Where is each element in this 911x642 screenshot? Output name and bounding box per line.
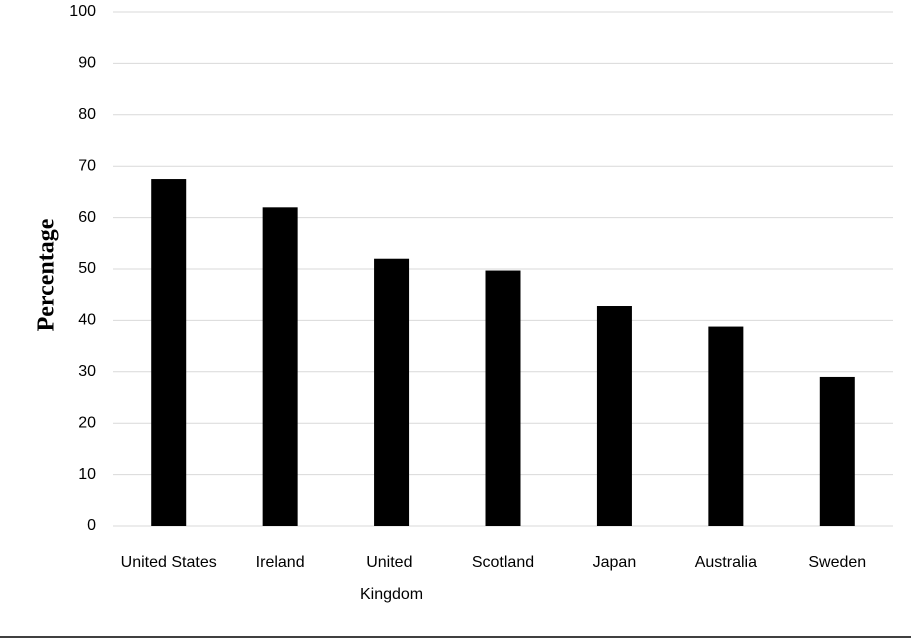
y-tick-label: 60 bbox=[78, 209, 96, 226]
x-tick-label: Ireland bbox=[256, 554, 305, 571]
x-tick-label: Scotland bbox=[472, 554, 534, 571]
bar bbox=[485, 270, 521, 526]
y-tick-label: 30 bbox=[78, 363, 96, 380]
y-axis-label: Percentage bbox=[34, 218, 60, 331]
bar bbox=[596, 306, 632, 526]
x-tick-label: United States bbox=[121, 554, 217, 571]
y-tick-label: 100 bbox=[69, 3, 96, 20]
bar bbox=[262, 207, 298, 526]
y-tick-label: 40 bbox=[78, 312, 96, 329]
x-tick-label: Australia bbox=[695, 554, 757, 571]
x-tick-label: Sweden bbox=[808, 554, 866, 571]
y-tick-label: 80 bbox=[78, 106, 96, 123]
y-tick-label: 50 bbox=[78, 260, 96, 277]
x-tick-label: Japan bbox=[593, 554, 637, 571]
y-tick-label: 10 bbox=[78, 466, 96, 483]
bar bbox=[708, 326, 744, 526]
y-tick-label: 90 bbox=[78, 55, 96, 72]
bar bbox=[819, 376, 855, 526]
y-tick-label: 20 bbox=[78, 414, 96, 431]
bar bbox=[151, 179, 187, 527]
y-tick-label: 70 bbox=[78, 157, 96, 174]
y-tick-label: 0 bbox=[87, 517, 96, 534]
bar bbox=[374, 258, 410, 526]
x-tick-label: United Kingdom bbox=[360, 554, 423, 603]
